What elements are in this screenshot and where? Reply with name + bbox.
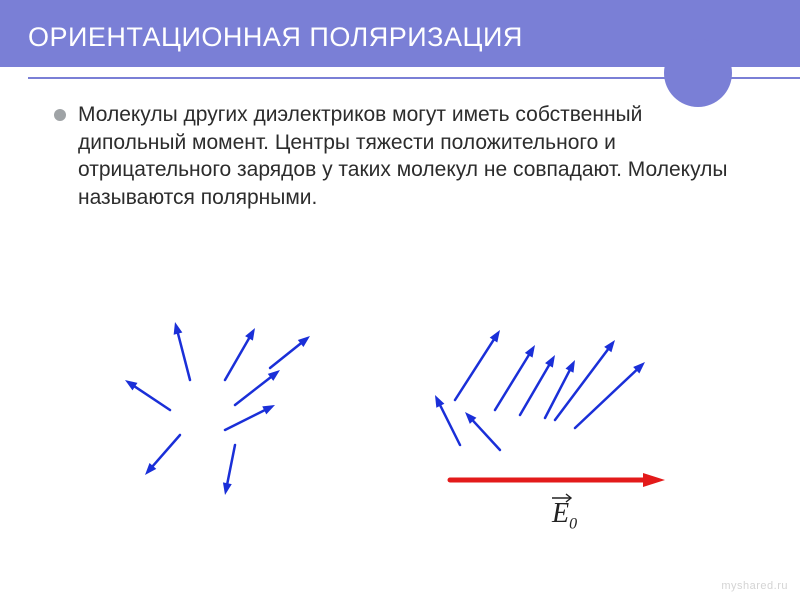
watermark: myshared.ru: [721, 580, 788, 592]
title-underline: [0, 67, 800, 91]
bullet-icon: [54, 109, 66, 121]
dipole-arrow-random: [145, 435, 180, 475]
dipole-arrow-random: [125, 380, 170, 410]
diagram-area: E0: [0, 300, 800, 560]
body-text: Молекулы других диэлектриков могут иметь…: [78, 103, 727, 209]
slide-title: ОРИЕНТАЦИОННАЯ ПОЛЯРИЗАЦИЯ: [28, 22, 523, 52]
dipole-arrow-aligned: [465, 412, 500, 450]
field-vector-label: E0: [552, 498, 577, 534]
dipole-arrow-aligned: [545, 360, 575, 418]
dipole-arrow-aligned: [575, 362, 645, 428]
body-text-block: Молекулы других диэлектриков могут иметь…: [0, 91, 800, 212]
external-field-arrow: [450, 473, 665, 487]
field-label-main: E: [552, 498, 569, 529]
dipole-arrow-aligned: [455, 330, 500, 400]
dipole-arrow-aligned: [435, 395, 460, 445]
dipole-arrow-random: [174, 322, 190, 380]
dipole-arrow-random: [225, 405, 275, 430]
dipole-arrow-random: [223, 445, 235, 495]
dipole-arrow-random: [270, 336, 310, 368]
dipole-arrow-aligned: [520, 355, 555, 415]
dipole-arrow-random: [225, 328, 255, 380]
dipole-arrow-random: [235, 370, 280, 405]
diagram-svg: [0, 300, 800, 560]
slide: ОРИЕНТАЦИОННАЯ ПОЛЯРИЗАЦИЯ Молекулы друг…: [0, 0, 800, 600]
field-label-sub: 0: [569, 516, 577, 533]
